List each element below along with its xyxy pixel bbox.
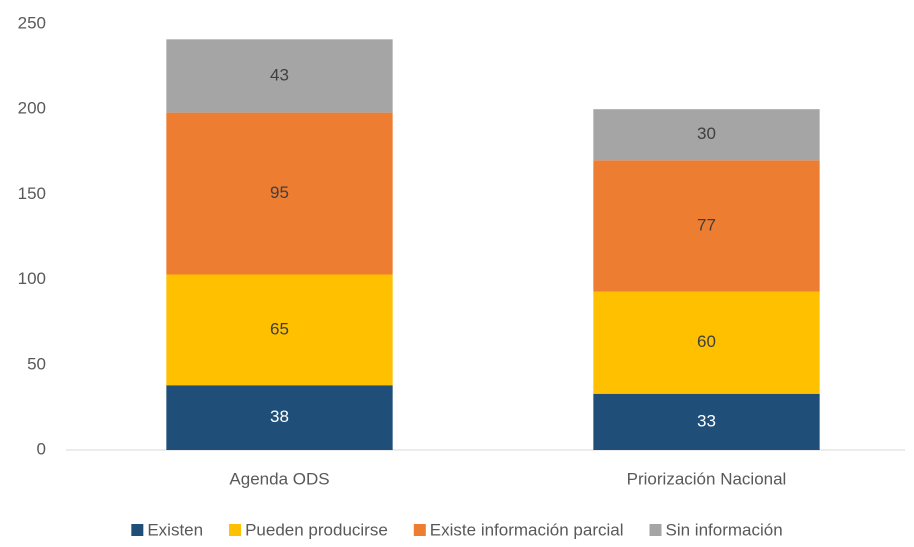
y-tick-label: 0 bbox=[37, 439, 46, 458]
data-label: 43 bbox=[270, 65, 289, 84]
x-tick-label: Agenda ODS bbox=[229, 469, 329, 488]
bar-segment bbox=[166, 385, 393, 450]
bar-segment bbox=[166, 274, 393, 386]
data-label: 77 bbox=[697, 215, 716, 234]
data-label: 30 bbox=[697, 124, 716, 143]
y-tick-label: 250 bbox=[18, 13, 46, 32]
data-label: 60 bbox=[697, 332, 716, 351]
bar-segment bbox=[166, 39, 393, 113]
legend-label: Sin información bbox=[666, 520, 783, 539]
legend-swatch bbox=[131, 524, 144, 536]
y-tick-label: 200 bbox=[18, 99, 46, 118]
legend-swatch bbox=[229, 524, 242, 536]
bar-segment bbox=[593, 109, 820, 161]
x-tick-label: Priorización Nacional bbox=[627, 469, 787, 488]
data-label: 95 bbox=[270, 183, 289, 202]
bar-segment bbox=[166, 112, 393, 275]
legend-swatch bbox=[649, 524, 662, 536]
data-label: 65 bbox=[270, 319, 289, 338]
data-label: 33 bbox=[697, 411, 716, 430]
legend-label: Pueden producirse bbox=[245, 520, 388, 539]
legend-label: Existen bbox=[147, 520, 203, 539]
bar-segment bbox=[593, 160, 820, 292]
y-tick-label: 50 bbox=[27, 354, 46, 373]
legend-label: Existe información parcial bbox=[430, 520, 624, 539]
bar-segment bbox=[593, 393, 820, 450]
y-tick-label: 150 bbox=[18, 184, 46, 203]
legend-swatch bbox=[413, 524, 426, 536]
y-tick-label: 100 bbox=[18, 269, 46, 288]
data-label: 38 bbox=[270, 407, 289, 426]
bar-segment bbox=[593, 291, 820, 394]
